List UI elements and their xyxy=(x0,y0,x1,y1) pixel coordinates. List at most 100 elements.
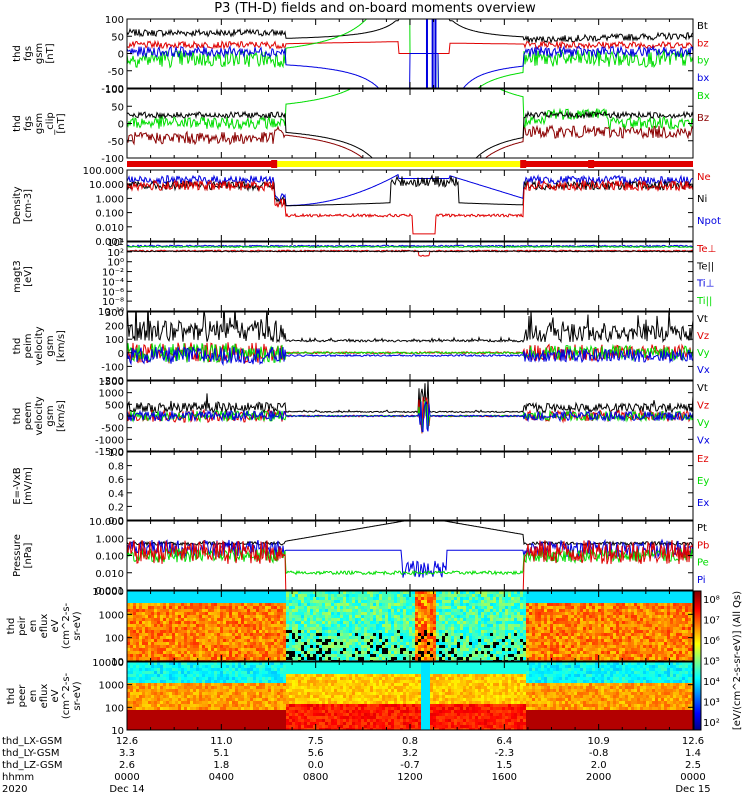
heatmap-cell xyxy=(277,657,280,660)
heatmap-cell xyxy=(574,600,577,603)
heatmap-cell xyxy=(379,615,382,618)
heatmap-cell xyxy=(193,645,196,648)
heatmap-cell xyxy=(376,639,379,642)
heatmap-cell xyxy=(568,648,571,651)
heatmap-cell xyxy=(172,615,175,618)
heatmap-cell xyxy=(223,615,226,618)
heatmap-cell xyxy=(508,651,511,654)
heatmap-cell xyxy=(361,597,364,600)
heatmap-cell xyxy=(661,645,664,648)
heatmap-cell xyxy=(322,633,325,636)
heatmap-cell xyxy=(511,600,514,603)
heatmap-cell xyxy=(175,624,178,627)
heatmap-cell xyxy=(310,639,313,642)
heatmap-cell xyxy=(433,624,436,627)
heatmap-cell xyxy=(649,603,652,606)
heatmap-cell xyxy=(625,621,628,624)
heatmap-cell xyxy=(154,642,157,645)
heatmap-cell xyxy=(448,624,451,627)
heatmap-cell xyxy=(667,639,670,642)
heatmap-cell xyxy=(442,612,445,615)
heatmap-cell xyxy=(631,627,634,630)
heatmap-cell xyxy=(367,612,370,615)
heatmap-cell xyxy=(328,606,331,609)
heatmap-cell xyxy=(496,624,499,627)
heatmap-cell xyxy=(148,633,151,636)
heatmap-cell xyxy=(649,627,652,630)
heatmap-cell xyxy=(169,600,172,603)
heatmap-cell xyxy=(223,654,226,657)
heatmap-cell xyxy=(322,624,325,627)
heatmap-cell xyxy=(325,642,328,645)
heatmap-cell xyxy=(328,642,331,645)
heatmap-cell xyxy=(220,606,223,609)
heatmap-cell xyxy=(283,612,286,615)
heatmap-cell xyxy=(145,630,148,633)
heatmap-cell xyxy=(658,654,661,657)
heatmap-cell xyxy=(661,612,664,615)
heatmap-cell xyxy=(583,630,586,633)
heatmap-cell xyxy=(568,639,571,642)
heatmap-cell xyxy=(457,609,460,612)
heatmap-cell xyxy=(166,630,169,633)
heatmap-cell xyxy=(655,648,658,651)
heatmap-cell xyxy=(226,630,229,633)
heatmap-cell xyxy=(412,627,415,630)
heatmap-cell xyxy=(376,651,379,654)
heatmap-cell xyxy=(418,627,421,630)
heatmap-cell xyxy=(400,600,403,603)
heatmap-cell xyxy=(334,627,337,630)
legend-entry: Vt xyxy=(697,314,708,325)
heatmap-cell xyxy=(250,657,253,660)
heatmap-cell xyxy=(358,609,361,612)
heatmap-cell xyxy=(142,642,145,645)
heatmap-cell xyxy=(478,609,481,612)
heatmap-cell xyxy=(535,648,538,651)
heatmap-cell xyxy=(286,648,289,651)
heatmap-cell xyxy=(370,639,373,642)
heatmap-cell xyxy=(643,627,646,630)
heatmap-cell xyxy=(559,648,562,651)
heatmap-cell xyxy=(325,648,328,651)
heatmap-cell xyxy=(565,591,568,594)
heatmap-cell xyxy=(247,609,250,612)
heatmap-cell xyxy=(157,642,160,645)
heatmap-cell xyxy=(241,612,244,615)
heatmap-cell xyxy=(130,603,133,606)
heatmap-cell xyxy=(568,615,571,618)
heatmap-cell xyxy=(619,645,622,648)
heatmap-cell xyxy=(199,636,202,639)
heatmap-cell xyxy=(415,609,418,612)
heatmap-cell xyxy=(364,651,367,654)
heatmap-cell xyxy=(391,642,394,645)
heatmap-cell xyxy=(571,645,574,648)
heatmap-cell xyxy=(616,597,619,600)
heatmap-cell xyxy=(400,654,403,657)
heatmap-cell xyxy=(511,612,514,615)
heatmap-cell xyxy=(631,651,634,654)
y-tick-label: 10⁻² xyxy=(102,268,124,279)
heatmap-cell xyxy=(385,636,388,639)
heatmap-cell xyxy=(628,636,631,639)
heatmap-cell xyxy=(382,648,385,651)
heatmap-cell xyxy=(649,630,652,633)
heatmap-cell xyxy=(220,618,223,621)
heatmap-cell xyxy=(601,630,604,633)
heatmap-cell xyxy=(334,642,337,645)
heatmap-cell xyxy=(235,612,238,615)
heatmap-cell xyxy=(244,594,247,597)
heatmap-cell xyxy=(316,606,319,609)
heatmap-cell xyxy=(577,600,580,603)
plot-title: P3 (TH-D) fields and on-board moments ov… xyxy=(214,1,536,16)
heatmap-cell xyxy=(625,606,628,609)
heatmap-cell xyxy=(346,639,349,642)
heatmap-cell xyxy=(517,621,520,624)
heatmap-cell xyxy=(463,639,466,642)
heatmap-cell xyxy=(571,621,574,624)
heatmap-cell xyxy=(514,621,517,624)
heatmap-cell xyxy=(646,642,649,645)
heatmap-cell xyxy=(325,657,328,660)
heatmap-cell xyxy=(334,597,337,600)
heatmap-cell xyxy=(403,594,406,597)
heatmap-cell xyxy=(274,597,277,600)
